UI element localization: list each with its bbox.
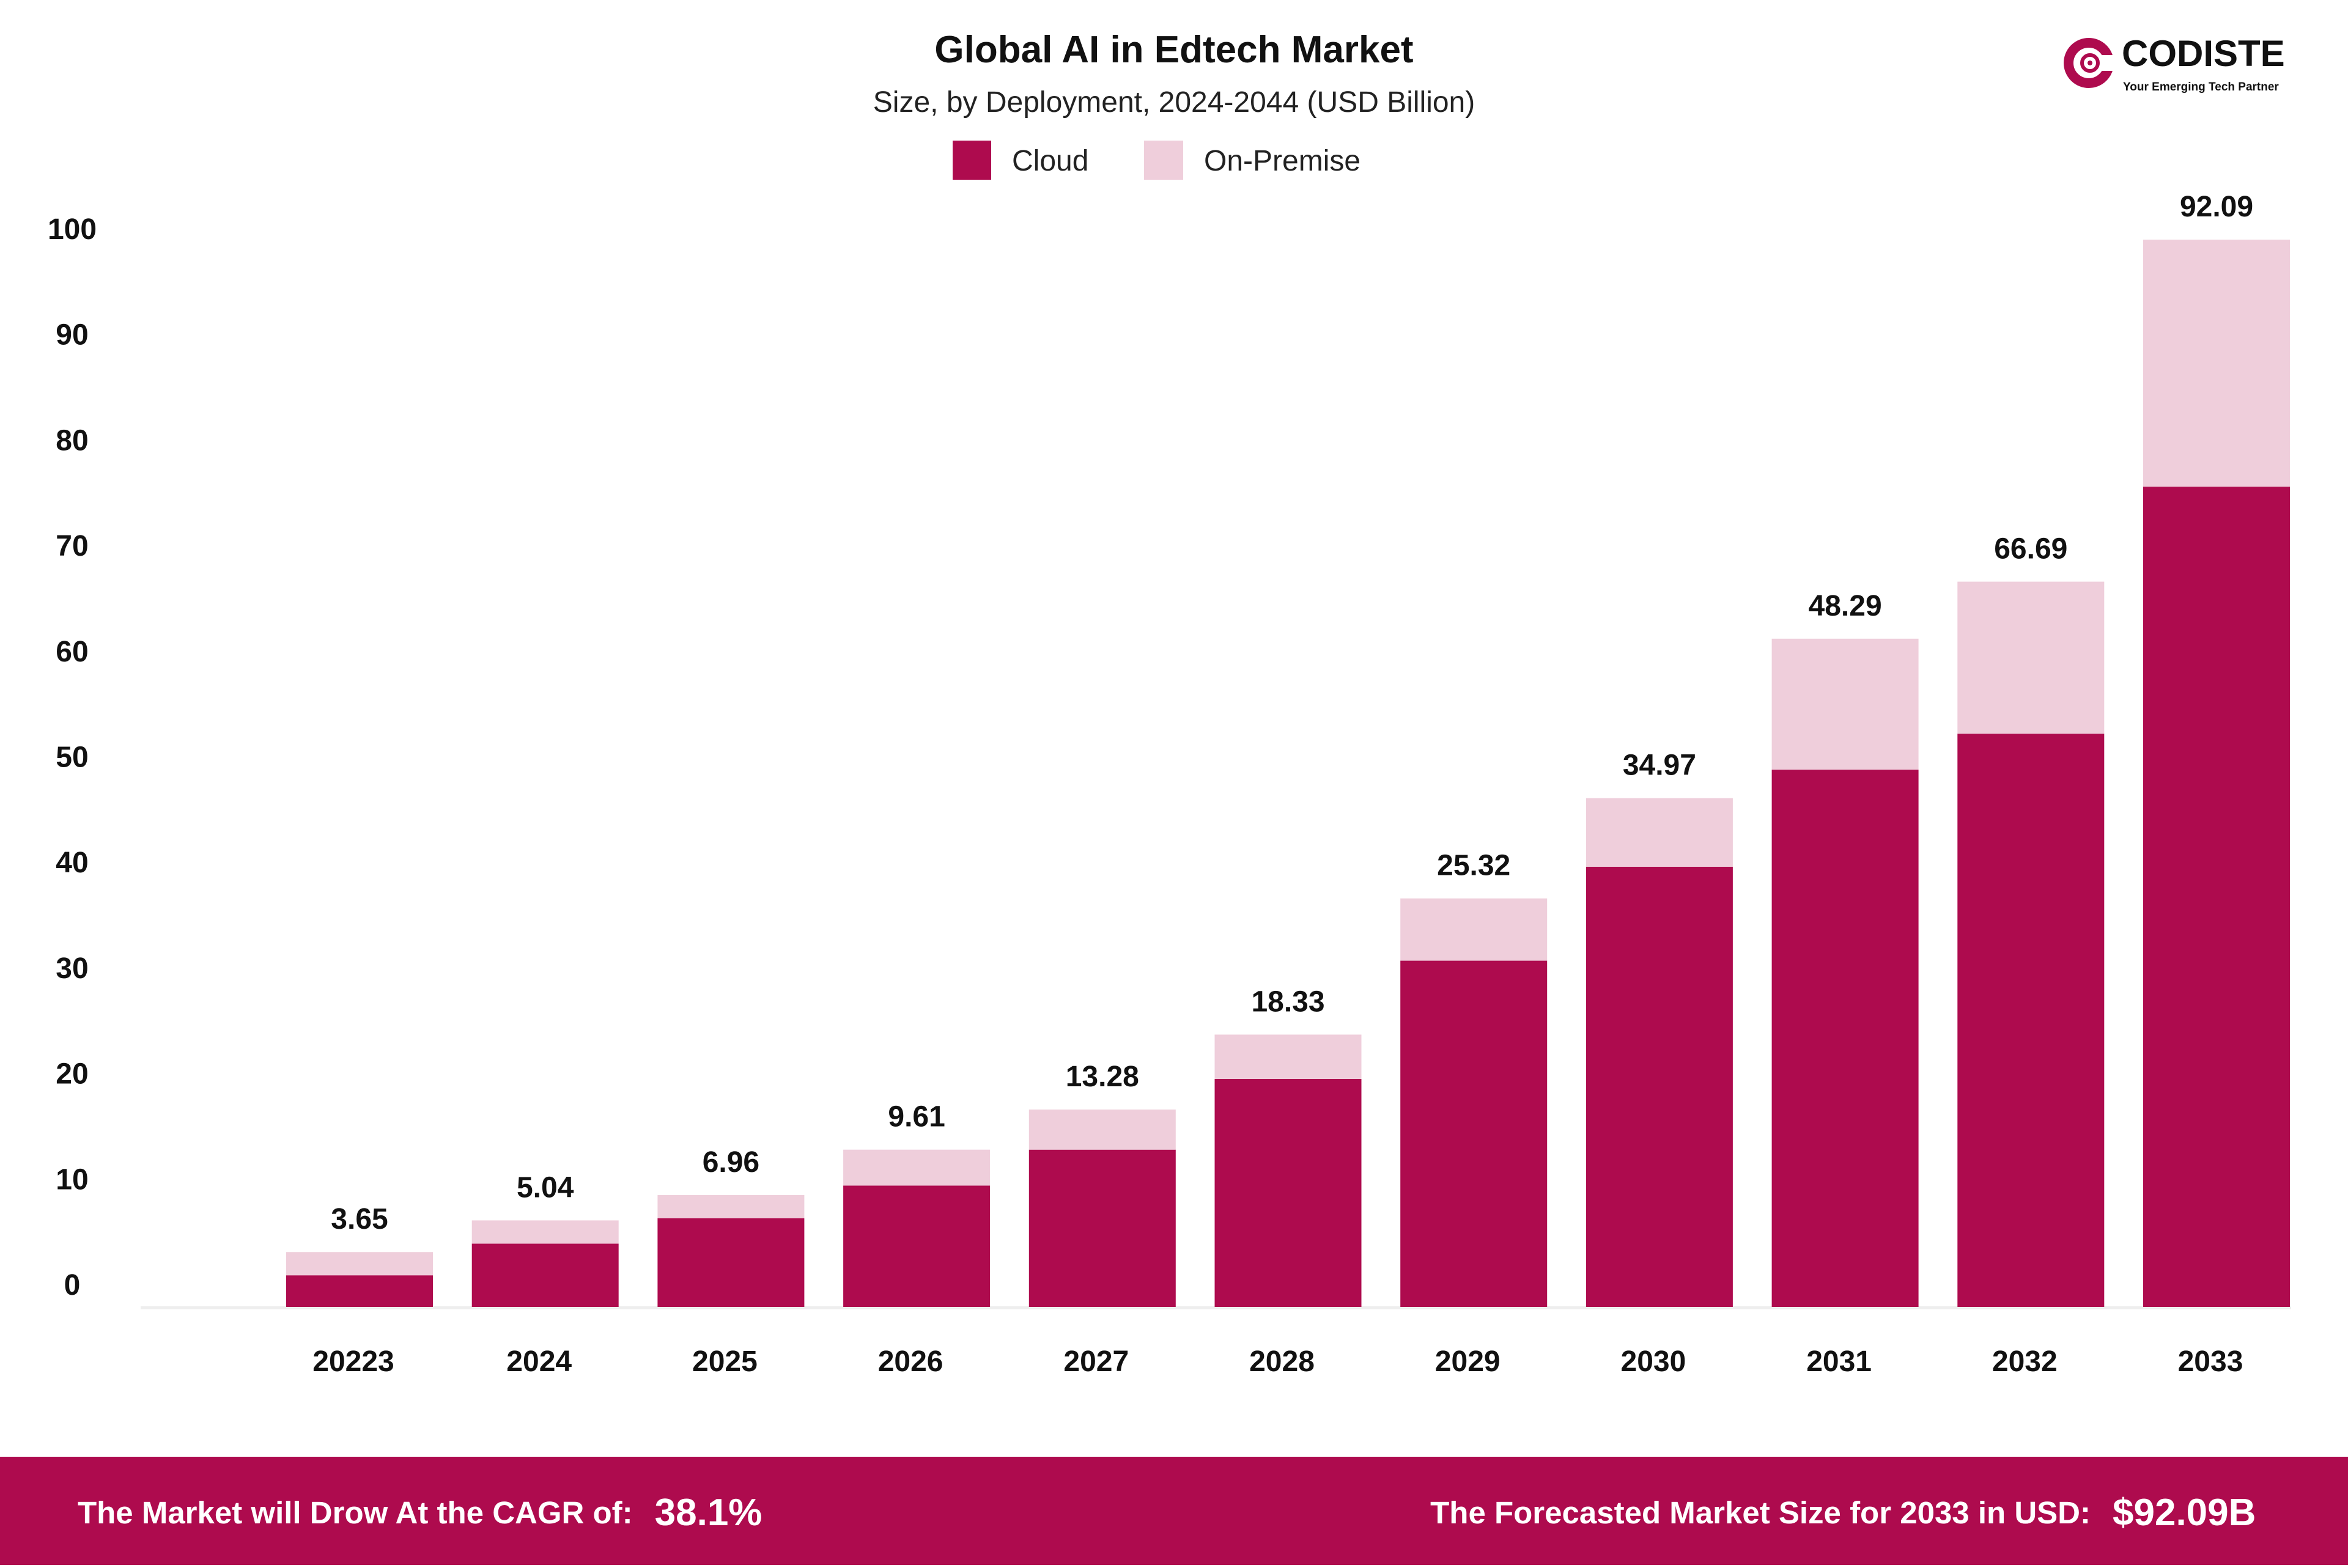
x-tick-label: 2026 — [878, 1345, 943, 1378]
y-tick-label: 10 — [56, 1163, 88, 1196]
y-tick-label: 70 — [56, 530, 88, 562]
x-tick-label: 2025 — [692, 1345, 758, 1378]
data-label: 92.09 — [2180, 191, 2253, 223]
bar-group-2033: 92.09 — [2143, 191, 2290, 1307]
legend-swatch-on-premise — [1144, 141, 1183, 180]
y-tick-label: 50 — [56, 742, 88, 774]
data-label: 66.69 — [1994, 533, 2067, 565]
x-tick-label: 2033 — [2178, 1345, 2243, 1378]
x-axis: 20223 2024 2025 2026 2027 2028 2029 2030 2031 203… — [312, 1345, 2243, 1378]
y-tick-label: 0 — [64, 1269, 81, 1301]
x-tick-label: 20223 — [312, 1345, 394, 1378]
x-tick-label: 2031 — [1806, 1345, 1872, 1378]
x-tick-label: 2027 — [1063, 1345, 1129, 1378]
bar-cloud — [843, 1185, 991, 1307]
bar-cloud — [1957, 734, 2105, 1307]
bar-group-20223: 3.65 — [286, 1203, 433, 1307]
bar-group-2024: 5.04 — [471, 1171, 619, 1307]
legend-label-on-premise: On-Premise — [1204, 145, 1360, 177]
chart-subtitle: Size, by Deployment, 2024-2044 (USD Bill… — [873, 86, 1475, 119]
bar-on-premise — [1771, 638, 1919, 770]
data-label: 3.65 — [331, 1203, 388, 1235]
x-tick-label: 2029 — [1435, 1345, 1501, 1378]
bar-group-2032: 66.69 — [1957, 533, 2105, 1307]
bar-cloud — [1771, 769, 1919, 1307]
data-label: 25.32 — [1437, 850, 1510, 882]
y-tick-label: 100 — [48, 213, 97, 246]
legend-label-cloud: Cloud — [1012, 145, 1088, 177]
data-label: 13.28 — [1066, 1061, 1139, 1093]
y-tick-label: 30 — [56, 952, 88, 985]
bar-cloud — [657, 1218, 805, 1307]
bar-cloud — [471, 1243, 619, 1307]
bar-cloud — [1214, 1078, 1362, 1307]
bar-group-2028: 18.33 — [1214, 985, 1362, 1307]
bar-on-premise — [657, 1194, 805, 1218]
cagr-label: The Market will Drow At the CAGR of: — [78, 1495, 633, 1530]
forecast-value: $92.09B — [2113, 1492, 2256, 1534]
codiste-logo-icon — [2064, 38, 2116, 88]
data-label: 5.04 — [517, 1171, 574, 1204]
data-label: 18.33 — [1251, 985, 1324, 1018]
bar-cloud — [286, 1275, 433, 1307]
y-tick-label: 90 — [56, 319, 88, 352]
forecast-label: The Forecasted Market Size for 2033 in U… — [1430, 1495, 2091, 1530]
bar-group-2026: 9.61 — [843, 1101, 991, 1307]
bar-on-premise — [471, 1220, 619, 1244]
bar-on-premise — [2143, 240, 2290, 487]
footer-background — [0, 1457, 2348, 1565]
y-tick-label: 40 — [56, 847, 88, 879]
cagr-value: 38.1% — [655, 1492, 762, 1534]
bar-group-2031: 48.29 — [1771, 590, 1919, 1307]
y-tick-label: 20 — [56, 1058, 88, 1091]
bars: 3.65 5.04 6.96 9.61 13.28 18.33 25.32 34.97 48.2… — [286, 191, 2290, 1307]
x-tick-label: 2024 — [506, 1345, 572, 1378]
data-label: 9.61 — [888, 1101, 945, 1133]
bar-on-premise — [1586, 798, 1733, 867]
bar-on-premise — [1214, 1034, 1362, 1079]
bar-group-2027: 13.28 — [1028, 1061, 1176, 1307]
bar-on-premise — [843, 1149, 991, 1186]
bar-cloud — [2143, 487, 2290, 1307]
bar-group-2029: 25.32 — [1400, 850, 1548, 1307]
footer-banner: The Market will Drow At the CAGR of: 38.… — [0, 1457, 2348, 1565]
logo-name: CODISTE — [2122, 33, 2285, 74]
bar-cloud — [1400, 960, 1548, 1307]
x-tick-label: 2028 — [1249, 1345, 1315, 1378]
logo-tagline: Your Emerging Tech Partner — [2123, 81, 2279, 94]
y-tick-label: 60 — [56, 636, 88, 668]
bar-on-premise — [1028, 1110, 1176, 1150]
data-label: 34.97 — [1623, 749, 1696, 782]
bar-on-premise — [1957, 581, 2105, 734]
legend-swatch-cloud — [953, 141, 991, 180]
y-tick-label: 80 — [56, 424, 88, 457]
bar-on-premise — [1400, 898, 1548, 961]
bar-group-2025: 6.96 — [657, 1146, 805, 1307]
y-axis: 0 10 20 30 40 50 60 70 80 90 100 — [48, 213, 97, 1301]
chart-title: Global AI in Edtech Market — [934, 29, 1413, 71]
bar-group-2030: 34.97 — [1586, 749, 1733, 1307]
bar-cloud — [1586, 866, 1733, 1307]
logo: CODISTE Your Emerging Tech Partner — [2064, 33, 2285, 94]
bar-on-premise — [286, 1252, 433, 1276]
data-label: 48.29 — [1809, 590, 1882, 622]
legend: Cloud On-Premise — [953, 141, 1360, 180]
bar-cloud — [1028, 1149, 1176, 1307]
x-tick-label: 2032 — [1992, 1345, 2058, 1378]
data-label: 6.96 — [703, 1146, 759, 1179]
x-tick-label: 2030 — [1621, 1345, 1686, 1378]
